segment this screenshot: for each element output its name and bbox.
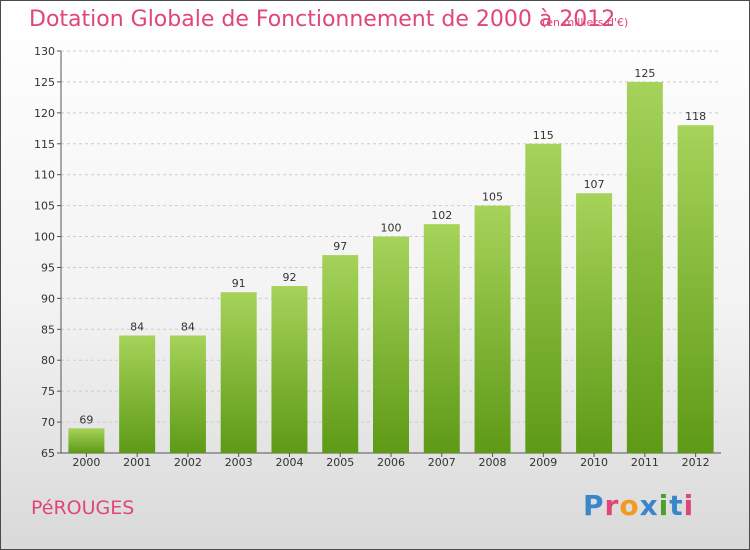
- x-tick-label: 2011: [631, 456, 659, 469]
- logo-letter: r: [604, 489, 620, 522]
- bar-value-label: 84: [130, 320, 144, 333]
- bar: [169, 335, 206, 453]
- bar: [626, 81, 663, 453]
- y-tick-label: 105: [34, 200, 55, 213]
- bar: [220, 292, 257, 453]
- x-tick-label: 2002: [174, 456, 202, 469]
- bar: [677, 125, 714, 453]
- commune-name: PéROUGES: [31, 497, 135, 519]
- logo-letter: i: [683, 489, 695, 522]
- x-tick-label: 2006: [377, 456, 405, 469]
- y-tick-label: 125: [34, 76, 55, 89]
- bar-value-label: 115: [533, 129, 554, 142]
- x-tick-label: 2000: [72, 456, 100, 469]
- chart-title: Dotation Globale de Fonctionnement de 20…: [29, 7, 616, 32]
- y-tick-label: 110: [34, 169, 55, 182]
- y-tick-label: 100: [34, 231, 55, 244]
- x-tick-label: 2010: [580, 456, 608, 469]
- y-tick-label: 85: [41, 323, 55, 336]
- x-tick-label: 2012: [682, 456, 710, 469]
- x-tick-label: 2009: [529, 456, 557, 469]
- bar-value-label: 107: [584, 178, 605, 191]
- x-tick-label: 2003: [225, 456, 253, 469]
- y-tick-label: 120: [34, 107, 55, 120]
- bar: [576, 193, 613, 453]
- y-tick-label: 65: [41, 447, 55, 460]
- y-tick-label: 90: [41, 292, 55, 305]
- bar-value-label: 91: [232, 277, 246, 290]
- chart-subtitle: (en milliers d'€): [542, 16, 629, 29]
- bar-value-label: 105: [482, 191, 503, 204]
- bar: [423, 224, 460, 453]
- bar: [373, 236, 409, 453]
- y-tick-label: 80: [41, 354, 55, 367]
- bar-value-label: 100: [381, 222, 402, 235]
- bar: [68, 428, 105, 453]
- logo-letter: t: [669, 489, 684, 522]
- bar-value-label: 118: [685, 110, 706, 123]
- bars: [68, 81, 714, 453]
- logo-letter: i: [658, 489, 670, 522]
- y-tick-label: 75: [41, 385, 55, 398]
- x-tick-label: 2008: [479, 456, 507, 469]
- logo-letter: o: [619, 489, 640, 522]
- y-tick-label: 95: [41, 261, 55, 274]
- bar: [271, 286, 308, 453]
- bar-value-label: 125: [634, 67, 655, 80]
- labels: 65 70 75 80 85 90 95 100 105 110 115 120 125 130 69 200…: [34, 45, 710, 469]
- y-tick-label: 130: [34, 45, 55, 58]
- bar: [525, 143, 562, 453]
- x-tick-label: 2005: [326, 456, 354, 469]
- proxiti-logo[interactable]: Proxiti: [583, 489, 694, 522]
- x-tick-label: 2001: [123, 456, 151, 469]
- y-tick-label: 115: [34, 138, 55, 151]
- bar: [322, 255, 359, 453]
- bar-value-label: 84: [181, 320, 195, 333]
- bar: [474, 205, 511, 453]
- x-tick-label: 2004: [275, 456, 303, 469]
- bar-value-label: 102: [431, 209, 452, 222]
- bar-value-label: 69: [79, 413, 93, 426]
- logo-letter: P: [583, 489, 605, 522]
- bar-value-label: 97: [333, 240, 347, 253]
- bar-value-label: 92: [282, 271, 296, 284]
- y-tick-label: 70: [41, 416, 55, 429]
- x-tick-label: 2007: [428, 456, 456, 469]
- logo-letter: x: [639, 489, 659, 522]
- bar: [119, 335, 156, 453]
